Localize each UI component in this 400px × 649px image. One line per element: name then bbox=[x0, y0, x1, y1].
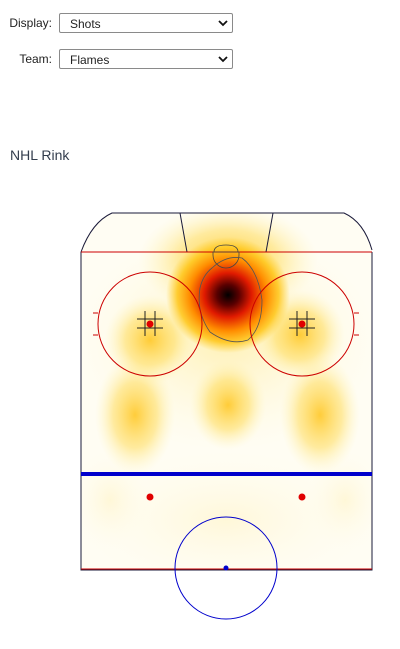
rink-diagram bbox=[80, 212, 373, 620]
rink-title: NHL Rink bbox=[10, 147, 70, 163]
left-faceoff-circle bbox=[97, 271, 203, 377]
left-hash-marks bbox=[137, 311, 163, 336]
chevron-down-icon bbox=[218, 20, 228, 27]
chevron-down-icon bbox=[218, 56, 228, 63]
trapezoid-right bbox=[265, 212, 274, 253]
right-faceoff-dot bbox=[298, 320, 306, 328]
rink-corner-boards bbox=[80, 212, 373, 253]
goal-crease bbox=[212, 251, 240, 269]
display-label: Display: bbox=[9, 16, 52, 30]
right-faceoff-circle bbox=[249, 271, 355, 377]
shot-heatmap bbox=[81, 213, 372, 570]
team-select[interactable]: Flames bbox=[59, 49, 233, 69]
trapezoid-left bbox=[179, 212, 188, 253]
goal-net bbox=[213, 244, 239, 253]
neutral-dot-left bbox=[146, 493, 154, 501]
display-select[interactable]: Shots bbox=[59, 13, 233, 33]
left-faceoff-dot bbox=[146, 320, 154, 328]
display-selected-value: Shots bbox=[70, 17, 101, 31]
team-control: Team: Flames bbox=[0, 49, 400, 71]
right-hash-marks bbox=[289, 311, 315, 336]
display-control: Display: Shots bbox=[0, 13, 400, 35]
team-selected-value: Flames bbox=[70, 53, 110, 67]
shot-contour bbox=[198, 257, 263, 343]
rink-markings bbox=[80, 212, 373, 620]
center-dot bbox=[223, 565, 229, 571]
neutral-dot-right bbox=[298, 493, 306, 501]
team-label: Team: bbox=[19, 52, 52, 66]
center-circle bbox=[174, 516, 278, 620]
